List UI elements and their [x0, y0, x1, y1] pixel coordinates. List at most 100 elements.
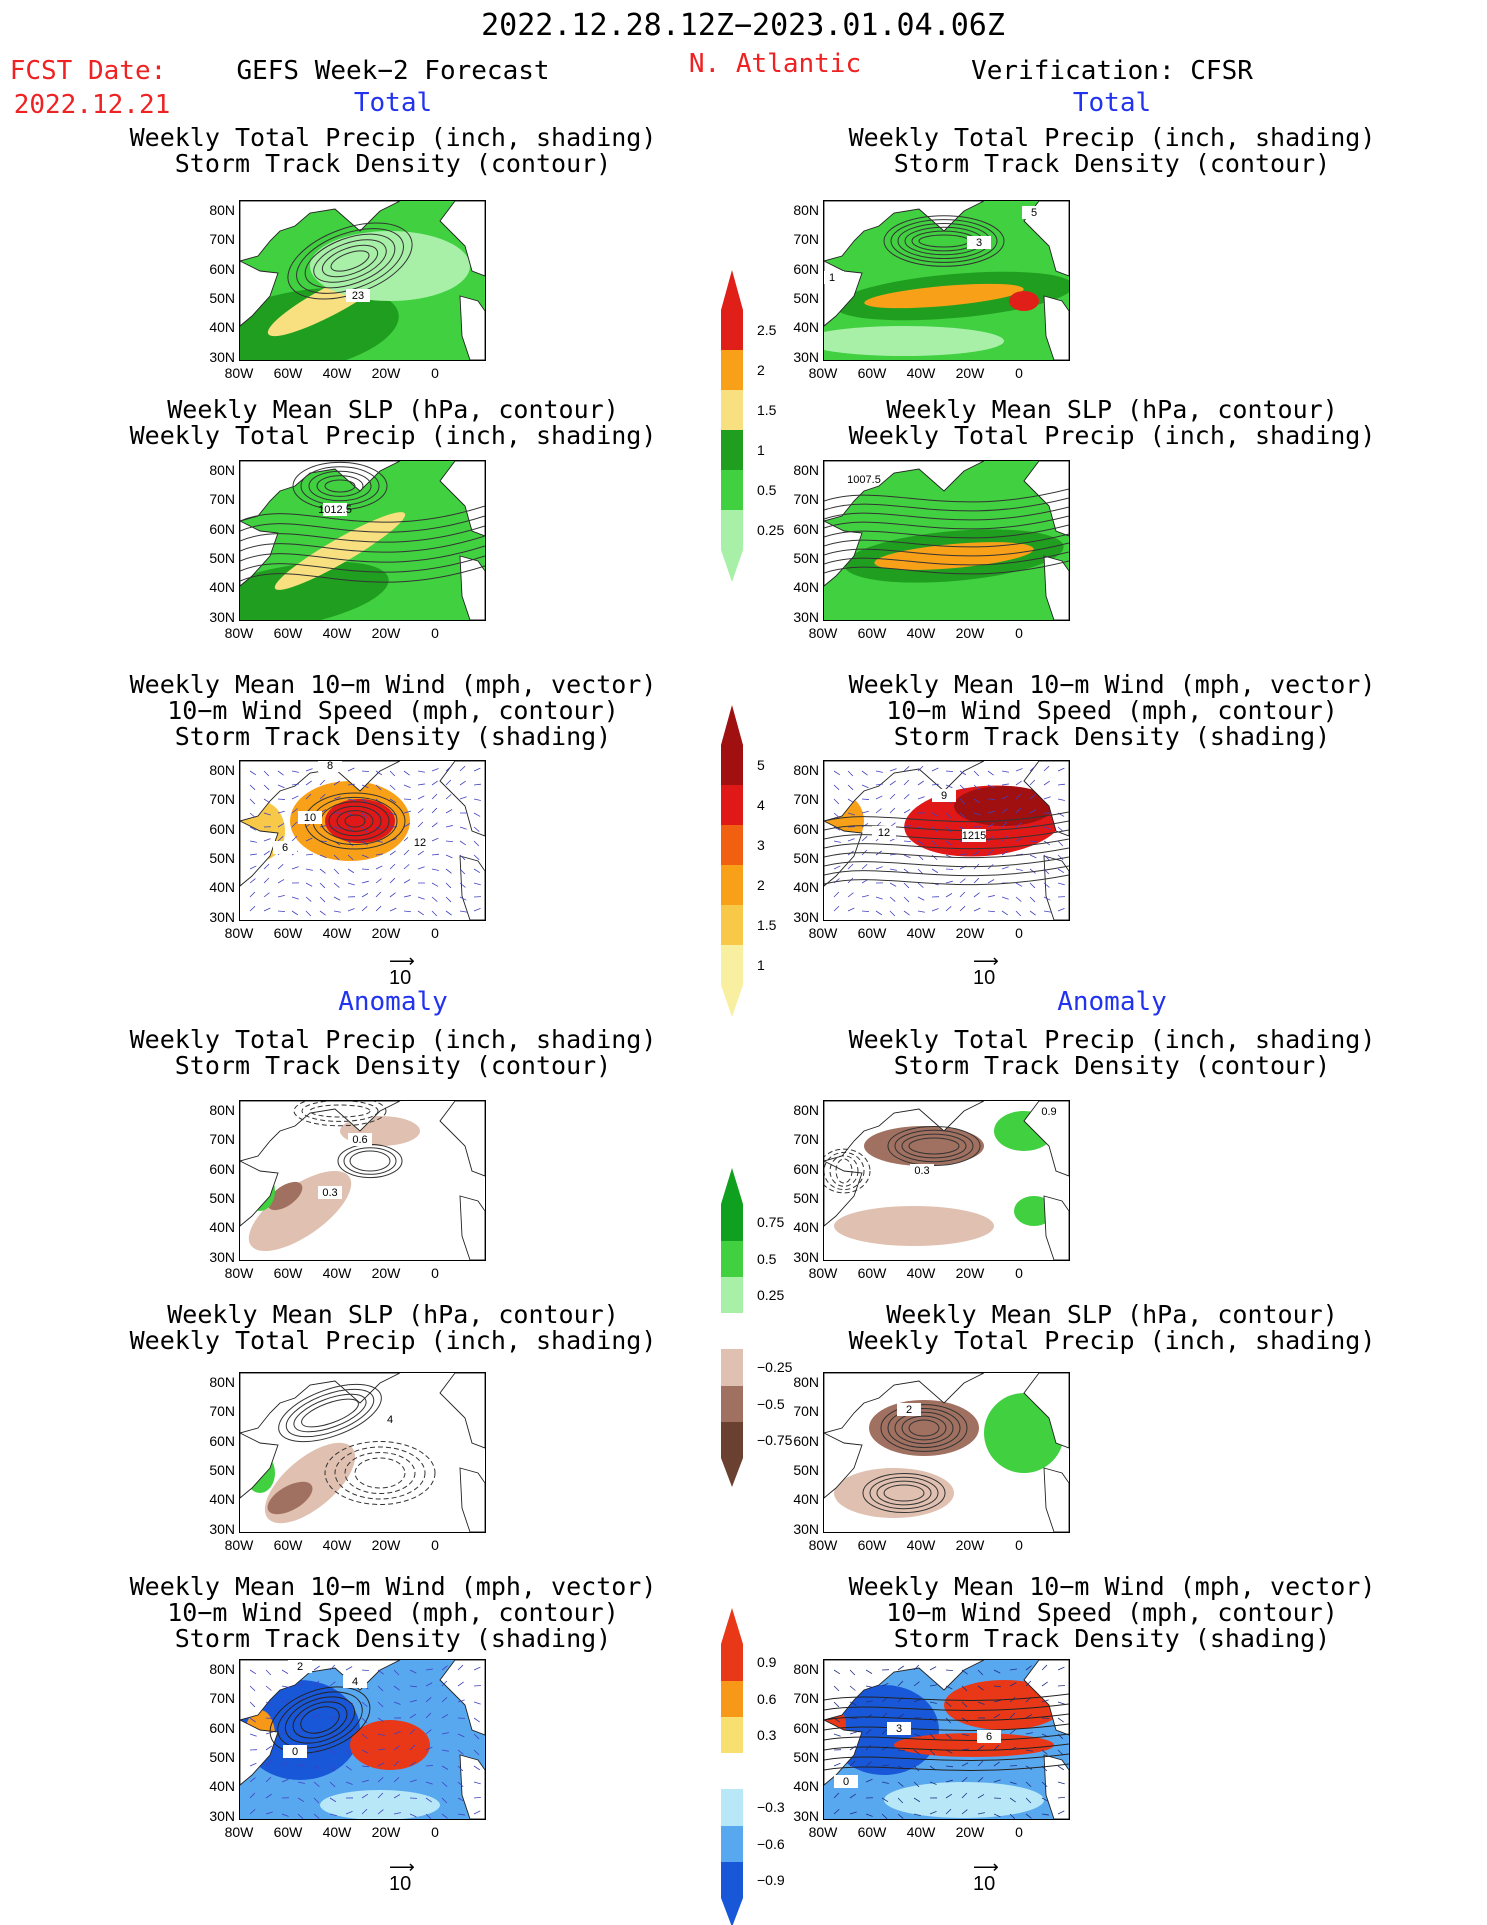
lat-tick-label: 70N: [793, 791, 819, 808]
lat-tick-label: 60N: [209, 1160, 235, 1177]
contour-label: 4: [387, 1414, 393, 1426]
track-anom-light: [320, 1790, 440, 1819]
map-panel-fcst-wind_total: 8 10 12 6: [239, 760, 486, 921]
lon-tick-label: 80W: [808, 1537, 838, 1553]
colorbar-arrow-top: [721, 1168, 743, 1204]
contour-label: 12: [414, 837, 426, 849]
panel-title: Weekly Total Precip (inch, shading): [848, 421, 1376, 450]
vector-arrow-icon: ⟶: [389, 951, 415, 971]
track-anom-pos: [350, 1720, 430, 1770]
lon-tick-label: 40W: [322, 1265, 352, 1281]
lon-tick-label: 80W: [224, 1265, 254, 1281]
lon-tick-label: 80W: [808, 925, 838, 941]
colorbar-label: 0.75: [757, 1214, 785, 1231]
panel-title: Weekly Mean SLP (hPa, contour): [886, 395, 1338, 424]
lat-tick-label: 60N: [209, 1719, 235, 1736]
lon-tick-label: 0: [1015, 625, 1023, 641]
contour-bands: [824, 1693, 1069, 1771]
colorbar-precip-total: 2.5 2 1.5 1 0.5 0.25: [721, 270, 784, 582]
colorbar-arrow-bottom: [721, 985, 743, 1017]
colorbar-label: −0.6: [757, 1835, 785, 1852]
lon-tick-label: 0: [431, 1537, 439, 1553]
lon-tick-label: 60W: [857, 1265, 887, 1281]
panel-title: 10−m Wind Speed (mph, contour): [886, 1598, 1338, 1627]
panel-title: Storm Track Density (shading): [174, 1624, 612, 1653]
lat-tick-label: 40N: [793, 1778, 819, 1795]
lat-tick-label: 30N: [793, 1248, 819, 1265]
lat-tick-label: 50N: [793, 1461, 819, 1478]
lon-tick-label: 60W: [857, 365, 887, 381]
vector-arrow-icon: ⟶: [389, 1857, 415, 1877]
lon-tick-label: 0: [431, 1824, 439, 1840]
lon-tick-label: 80W: [224, 625, 254, 641]
panel-title: Storm Track Density (contour): [174, 149, 612, 178]
lat-tick-label: 30N: [209, 348, 235, 365]
contour-set: [862, 1472, 946, 1514]
contour-set: [824, 1148, 871, 1194]
colorbar-segment: [721, 1204, 743, 1241]
map-panel-ver-wind_anom: 3 6 0: [823, 1659, 1070, 1820]
lon-tick-label: 20W: [955, 365, 985, 381]
map-panel-fcst-slp_total: 1012.5: [239, 460, 486, 621]
lat-tick-label: 50N: [209, 289, 235, 306]
lat-tick-label: 70N: [209, 1403, 235, 1420]
lat-tick-label: 70N: [209, 1131, 235, 1148]
colorbar-track-anomaly: 0.9 0.6 0.3 −0.3 −0.6 −0.9: [721, 1608, 785, 1925]
lon-tick-label: 40W: [322, 365, 352, 381]
lon-tick-label: 60W: [273, 925, 303, 941]
colorbar-arrow-top: [721, 1608, 743, 1644]
wind-vectors: [833, 1664, 1066, 1819]
contour-label: 1: [829, 272, 835, 284]
lat-tick-label: 70N: [793, 491, 819, 508]
colorbar-label: −0.3: [757, 1799, 785, 1816]
map-panel-fcst-precip_anom: 0.6 0.3: [239, 1100, 486, 1261]
colorbar-segment: [721, 1276, 743, 1313]
colorbar-arrow-bottom: [721, 1898, 743, 1925]
lat-tick-label: 70N: [209, 1690, 235, 1707]
colorbar-arrow-bottom: [721, 1458, 743, 1487]
contour-label: 0.3: [322, 1187, 337, 1199]
colorbar-segment: [721, 430, 743, 470]
lon-tick-label: 60W: [857, 1537, 887, 1553]
contour-label: 1007.5: [847, 474, 881, 486]
precip-shade-high: [864, 283, 1024, 309]
colorbar-segment: [721, 1421, 743, 1458]
colorbar-segment: [721, 945, 743, 985]
lat-tick-label: 50N: [209, 849, 235, 866]
fcst-date-value: 2022.12.21: [13, 90, 171, 120]
lat-tick-label: 50N: [793, 1748, 819, 1765]
land-outline: [824, 1373, 1069, 1532]
colorbar-track-total: 5 4 3 2 1.5 1: [721, 705, 776, 1017]
panel-title: Storm Track Density (shading): [174, 722, 612, 751]
lat-tick-label: 40N: [793, 879, 819, 896]
lon-tick-label: 40W: [322, 925, 352, 941]
lat-tick-label: 80N: [793, 1374, 819, 1390]
colorbar-segment: [721, 510, 743, 550]
lat-tick-label: 30N: [793, 908, 819, 925]
land-outline: [824, 1101, 1069, 1260]
map-canvas: 1 3 5: [824, 201, 1069, 360]
contour-label: 6: [986, 1731, 992, 1743]
contour-bands: [824, 811, 1069, 886]
contour-label: 4: [352, 1676, 358, 1688]
lat-tick-label: 50N: [793, 1189, 819, 1206]
lat-tick-label: 60N: [209, 1432, 235, 1449]
lat-tick-label: 50N: [793, 289, 819, 306]
panel-title: Weekly Total Precip (inch, shading): [129, 123, 657, 152]
panel-title: 10−m Wind Speed (mph, contour): [886, 696, 1338, 725]
lat-tick-label: 40N: [209, 579, 235, 596]
lat-tick-label: 50N: [793, 849, 819, 866]
vector-reference-label: 10: [973, 1873, 996, 1895]
lon-tick-label: 0: [1015, 365, 1023, 381]
map-canvas: 2 4 0: [240, 1660, 485, 1819]
panel-title: Weekly Mean 10−m Wind (mph, vector): [848, 1572, 1376, 1601]
lat-tick-label: 40N: [209, 1778, 235, 1795]
lat-tick-label: 80N: [209, 202, 235, 218]
lon-tick-label: 80W: [224, 1537, 254, 1553]
panel-title: Storm Track Density (contour): [893, 149, 1331, 178]
map-canvas: 3 6 0: [824, 1660, 1069, 1819]
map-panel-ver-precip_total: 1 3 5: [823, 200, 1070, 361]
map-canvas: 0.6 0.3: [240, 1101, 485, 1260]
lon-tick-label: 0: [1015, 1265, 1023, 1281]
